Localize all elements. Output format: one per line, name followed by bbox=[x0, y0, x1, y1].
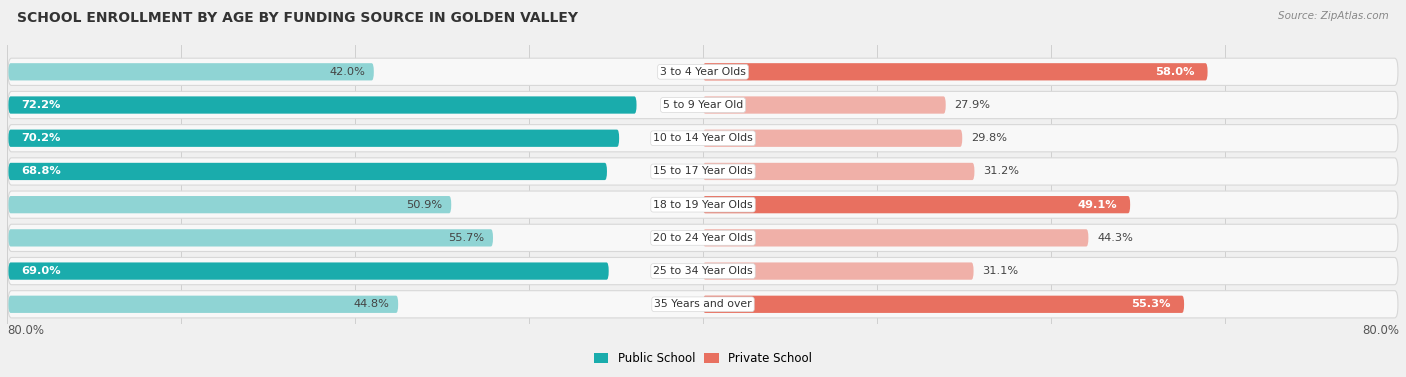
Text: 49.1%: 49.1% bbox=[1077, 200, 1118, 210]
Text: 31.2%: 31.2% bbox=[983, 166, 1019, 176]
FancyBboxPatch shape bbox=[703, 130, 962, 147]
Text: 3 to 4 Year Olds: 3 to 4 Year Olds bbox=[659, 67, 747, 77]
Text: 20 to 24 Year Olds: 20 to 24 Year Olds bbox=[654, 233, 752, 243]
FancyBboxPatch shape bbox=[703, 163, 974, 180]
Text: 55.3%: 55.3% bbox=[1132, 299, 1171, 309]
Text: 5 to 9 Year Old: 5 to 9 Year Old bbox=[662, 100, 744, 110]
FancyBboxPatch shape bbox=[703, 296, 1184, 313]
Text: 29.8%: 29.8% bbox=[972, 133, 1007, 143]
FancyBboxPatch shape bbox=[8, 63, 374, 80]
Text: 58.0%: 58.0% bbox=[1154, 67, 1195, 77]
FancyBboxPatch shape bbox=[8, 229, 494, 247]
FancyBboxPatch shape bbox=[8, 97, 637, 113]
FancyBboxPatch shape bbox=[703, 229, 1088, 247]
Text: 44.8%: 44.8% bbox=[353, 299, 389, 309]
Text: 69.0%: 69.0% bbox=[21, 266, 60, 276]
FancyBboxPatch shape bbox=[8, 191, 1398, 218]
Text: SCHOOL ENROLLMENT BY AGE BY FUNDING SOURCE IN GOLDEN VALLEY: SCHOOL ENROLLMENT BY AGE BY FUNDING SOUR… bbox=[17, 11, 578, 25]
FancyBboxPatch shape bbox=[8, 130, 619, 147]
Text: 50.9%: 50.9% bbox=[406, 200, 443, 210]
FancyBboxPatch shape bbox=[8, 163, 607, 180]
Text: 44.3%: 44.3% bbox=[1097, 233, 1133, 243]
Text: 15 to 17 Year Olds: 15 to 17 Year Olds bbox=[654, 166, 752, 176]
Text: 31.1%: 31.1% bbox=[983, 266, 1018, 276]
FancyBboxPatch shape bbox=[703, 97, 946, 113]
FancyBboxPatch shape bbox=[8, 224, 1398, 251]
FancyBboxPatch shape bbox=[8, 291, 1398, 318]
Text: 55.7%: 55.7% bbox=[449, 233, 484, 243]
FancyBboxPatch shape bbox=[8, 91, 1398, 119]
Text: 27.9%: 27.9% bbox=[955, 100, 990, 110]
FancyBboxPatch shape bbox=[8, 257, 1398, 285]
FancyBboxPatch shape bbox=[703, 196, 1130, 213]
Text: 72.2%: 72.2% bbox=[21, 100, 60, 110]
Text: 68.8%: 68.8% bbox=[21, 166, 62, 176]
FancyBboxPatch shape bbox=[8, 196, 451, 213]
Text: 18 to 19 Year Olds: 18 to 19 Year Olds bbox=[654, 200, 752, 210]
FancyBboxPatch shape bbox=[8, 262, 609, 280]
FancyBboxPatch shape bbox=[703, 63, 1208, 80]
FancyBboxPatch shape bbox=[8, 158, 1398, 185]
Text: 25 to 34 Year Olds: 25 to 34 Year Olds bbox=[654, 266, 752, 276]
Text: 80.0%: 80.0% bbox=[7, 323, 44, 337]
Text: 35 Years and over: 35 Years and over bbox=[654, 299, 752, 309]
FancyBboxPatch shape bbox=[703, 262, 973, 280]
Text: 42.0%: 42.0% bbox=[329, 67, 366, 77]
Text: Source: ZipAtlas.com: Source: ZipAtlas.com bbox=[1278, 11, 1389, 21]
FancyBboxPatch shape bbox=[8, 58, 1398, 86]
Text: 10 to 14 Year Olds: 10 to 14 Year Olds bbox=[654, 133, 752, 143]
Text: 80.0%: 80.0% bbox=[1362, 323, 1399, 337]
FancyBboxPatch shape bbox=[8, 125, 1398, 152]
Text: 70.2%: 70.2% bbox=[21, 133, 60, 143]
FancyBboxPatch shape bbox=[8, 296, 398, 313]
Legend: Public School, Private School: Public School, Private School bbox=[591, 348, 815, 369]
